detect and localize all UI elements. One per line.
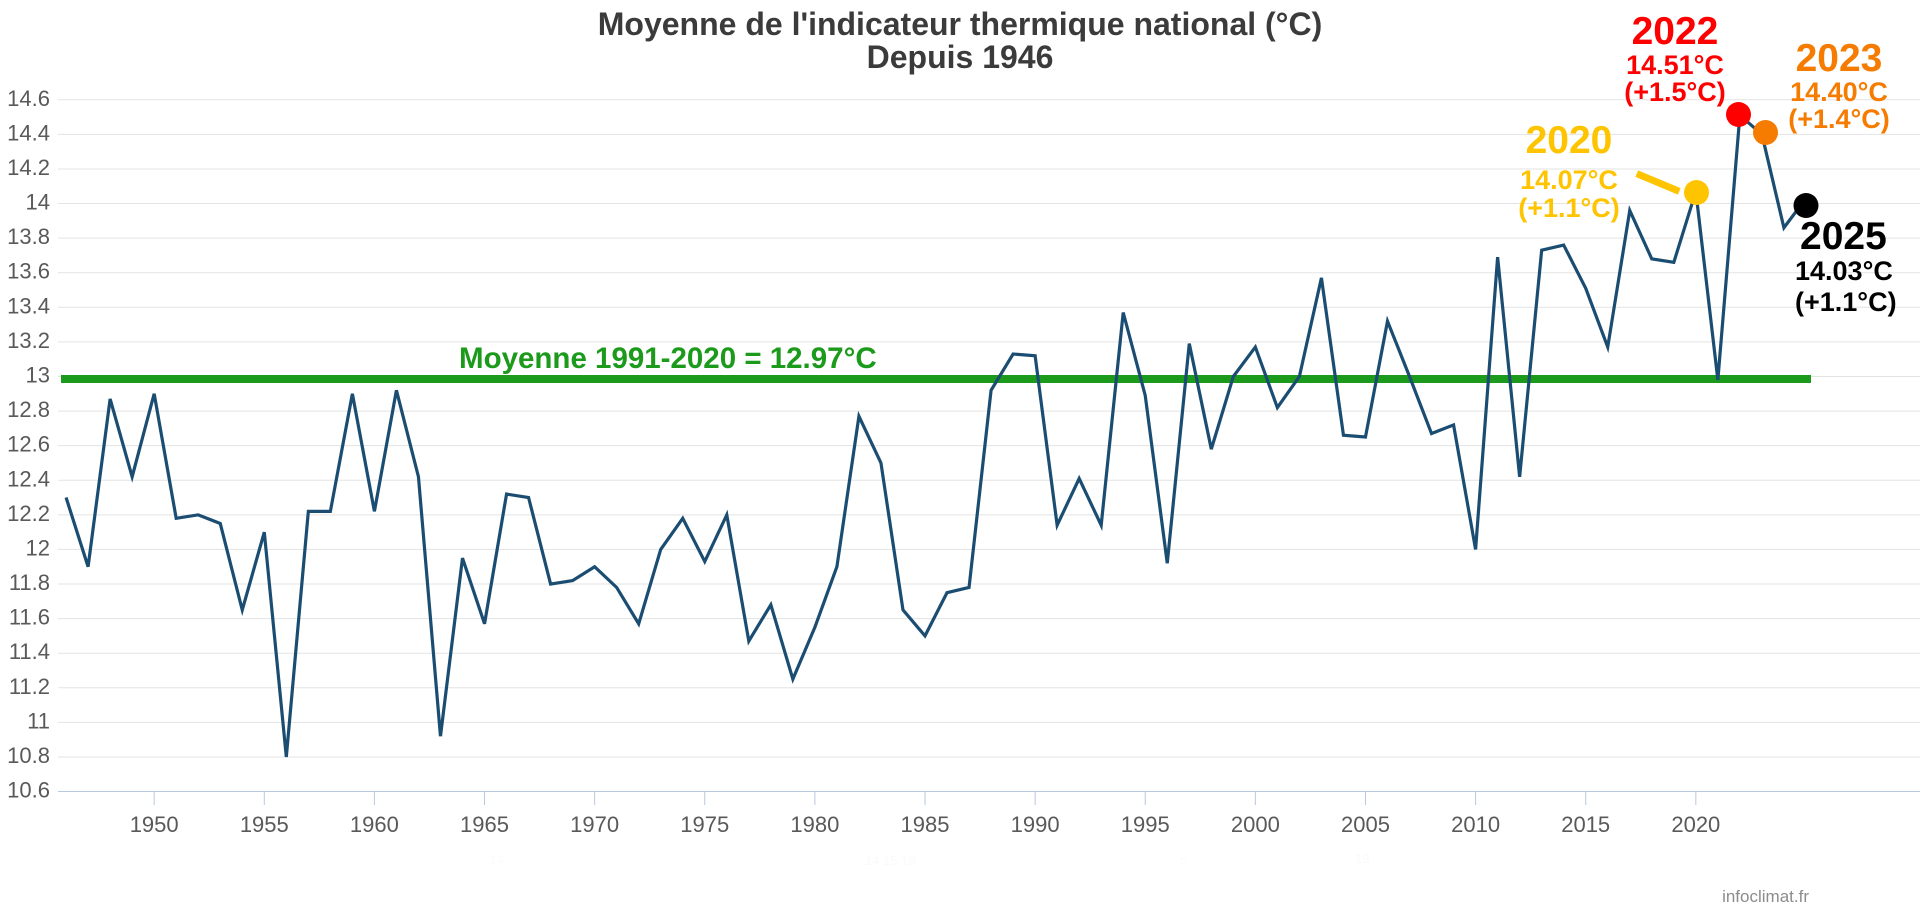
svg-text:11.4: 11.4: [9, 639, 50, 664]
svg-text:14.6: 14.6: [7, 86, 50, 111]
svg-text:10.8: 10.8: [7, 743, 50, 768]
svg-text:1990: 1990: [1011, 812, 1060, 837]
svg-text:13: 13: [26, 362, 50, 387]
svg-text:13.8: 13.8: [7, 224, 50, 249]
svg-text:2000: 2000: [1231, 812, 1280, 837]
svg-text:14: 14: [490, 852, 504, 867]
svg-text:10.6: 10.6: [7, 778, 50, 803]
svg-text:5: 5: [1180, 852, 1187, 867]
svg-text:2010: 2010: [1451, 812, 1500, 837]
svg-text:14.07°C: 14.07°C: [1520, 165, 1618, 195]
svg-text:1955: 1955: [240, 812, 289, 837]
svg-text:19: 19: [1355, 851, 1369, 866]
svg-text:1975: 1975: [680, 812, 729, 837]
svg-text:1980: 1980: [790, 812, 839, 837]
svg-text:2020: 2020: [1671, 812, 1720, 837]
svg-text:2020: 2020: [1526, 119, 1613, 162]
svg-text:12.8: 12.8: [7, 397, 50, 422]
svg-text:14 15 16: 14 15 16: [865, 853, 916, 868]
svg-text:infoclimat.fr: infoclimat.fr: [1722, 887, 1809, 906]
svg-text:11.6: 11.6: [9, 605, 50, 630]
svg-text:2025: 2025: [1800, 215, 1887, 258]
svg-text:14.4: 14.4: [7, 120, 50, 145]
svg-text:14.03°C: 14.03°C: [1795, 256, 1893, 286]
svg-text:11.2: 11.2: [9, 674, 50, 699]
svg-text:14.2: 14.2: [7, 155, 50, 180]
svg-text:13.2: 13.2: [7, 328, 50, 353]
svg-text:1995: 1995: [1121, 812, 1170, 837]
svg-text:14.40°C: 14.40°C: [1790, 77, 1888, 107]
svg-text:14: 14: [26, 190, 50, 215]
svg-text:11: 11: [27, 708, 50, 733]
svg-text:2015: 2015: [1561, 812, 1610, 837]
svg-text:13.4: 13.4: [7, 293, 50, 318]
svg-text:1985: 1985: [901, 812, 950, 837]
svg-text:12.2: 12.2: [7, 501, 50, 526]
svg-text:1970: 1970: [570, 812, 619, 837]
svg-text:(+1.1°C): (+1.1°C): [1518, 193, 1620, 223]
svg-text:2005: 2005: [1341, 812, 1390, 837]
svg-text:Moyenne 1991-2020 = 12.97°C: Moyenne 1991-2020 = 12.97°C: [459, 342, 877, 375]
svg-text:13.6: 13.6: [7, 259, 50, 284]
svg-text:12: 12: [26, 535, 50, 560]
svg-text:(+1.5°C): (+1.5°C): [1624, 77, 1726, 107]
svg-text:12.4: 12.4: [7, 466, 50, 491]
svg-text:11.8: 11.8: [9, 570, 50, 595]
svg-text:(+1.4°C): (+1.4°C): [1788, 104, 1890, 134]
svg-text:1960: 1960: [350, 812, 399, 837]
svg-text:1965: 1965: [460, 812, 509, 837]
svg-text:12.6: 12.6: [7, 432, 50, 457]
svg-text:1950: 1950: [130, 812, 179, 837]
svg-text:(+1.1°C): (+1.1°C): [1795, 287, 1897, 317]
